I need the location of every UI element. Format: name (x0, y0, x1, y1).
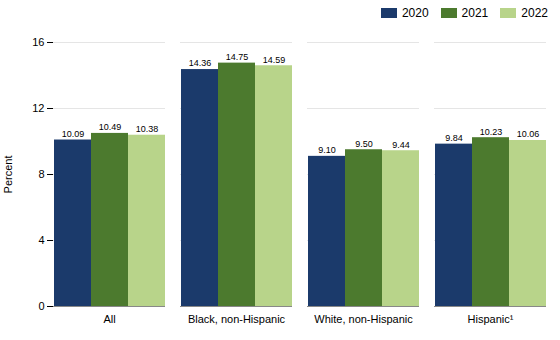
svg-text:16: 16 (32, 36, 44, 48)
svg-text:9.44: 9.44 (392, 140, 410, 150)
svg-text:10.23: 10.23 (480, 127, 503, 137)
svg-text:10.49: 10.49 (99, 122, 122, 132)
html-text:2021: 2021 (461, 6, 489, 20)
svg-text:12: 12 (32, 102, 44, 114)
html-text:2020: 2020 (401, 6, 429, 20)
svg-text:14.59: 14.59 (263, 55, 286, 65)
svg-text:9.10: 9.10 (318, 145, 336, 155)
svg-text:0: 0 (38, 300, 44, 312)
svg-text:White, non-Hispanic: White, non-Hispanic (314, 313, 413, 325)
svg-text:Black, non-Hispanic: Black, non-Hispanic (188, 313, 286, 325)
svg-text:10.06: 10.06 (517, 129, 540, 139)
svg-text:9.84: 9.84 (445, 133, 463, 143)
svg-text:14.36: 14.36 (189, 58, 212, 68)
svg-text:10.09: 10.09 (62, 129, 85, 139)
svg-text:All: All (103, 313, 115, 325)
svg-text:8: 8 (38, 168, 44, 180)
svg-text:Percent: Percent (2, 156, 14, 194)
html-text:2022: 2022 (521, 6, 548, 20)
svg-text:4: 4 (38, 234, 44, 246)
svg-text:10.38: 10.38 (136, 124, 159, 134)
svg-text:14.75: 14.75 (226, 52, 249, 62)
svg-text:9.50: 9.50 (355, 139, 373, 149)
svg-text:Hispanic¹: Hispanic¹ (468, 313, 514, 325)
